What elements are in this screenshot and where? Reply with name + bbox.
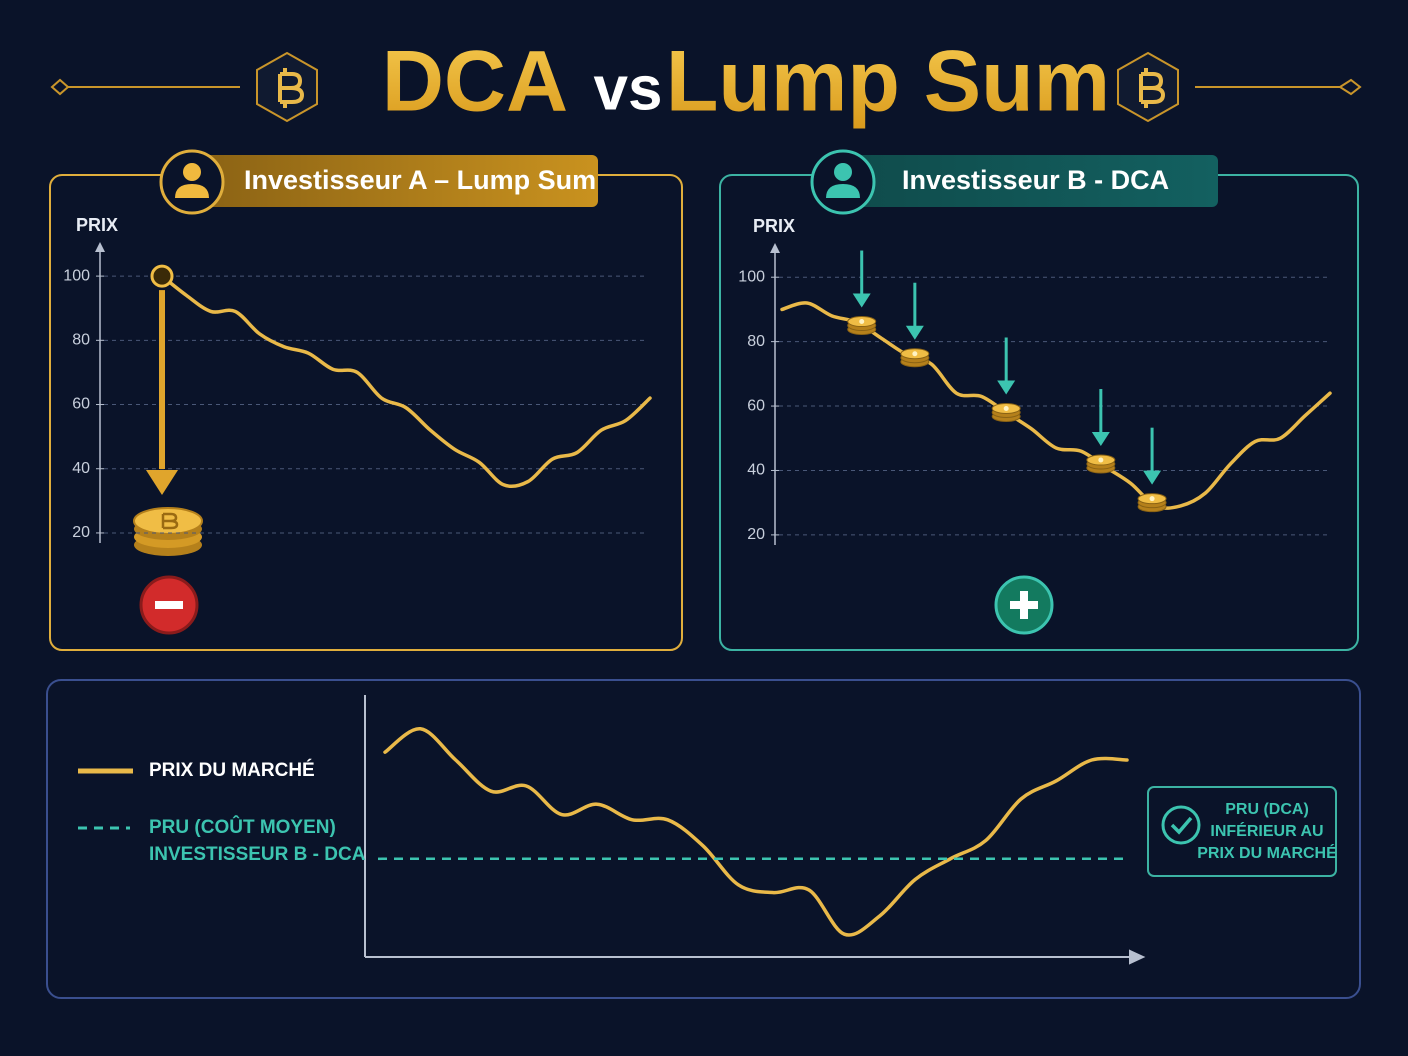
header-decor	[50, 51, 1362, 123]
panel-bottom	[46, 679, 1361, 999]
coin	[900, 348, 930, 368]
buy-arrow-head	[997, 380, 1016, 395]
callout-box	[1147, 786, 1337, 877]
buy-arrow	[159, 290, 165, 469]
badge-a	[195, 155, 598, 207]
legend-label: PRIX DU MARCHÉ	[149, 759, 315, 781]
y-tick-label: 60	[72, 396, 90, 413]
coin-symbol	[912, 351, 918, 357]
buy-arrow-head	[905, 325, 924, 340]
y-tick-label: 100	[738, 268, 765, 285]
buy-marker	[150, 264, 174, 288]
legend-label: PRU (COÛT MOYEN)	[149, 816, 336, 838]
badge-b	[840, 155, 1218, 207]
coin	[1086, 454, 1116, 474]
y-tick-label: 20	[747, 526, 765, 543]
y-axis-arrow	[770, 243, 780, 253]
coin-symbol	[1003, 405, 1009, 411]
plus-icon	[994, 575, 1054, 635]
y-tick-label: 100	[63, 267, 90, 284]
y-tick-label: 80	[747, 333, 765, 350]
check-icon	[1161, 805, 1201, 845]
panel-b-title: Investisseur B - DCA	[902, 165, 1169, 195]
buy-arrow-head	[146, 470, 178, 495]
y-tick-label: 80	[72, 332, 90, 349]
coin-stack	[133, 507, 203, 556]
callout-text: PRU (DCA)	[1225, 801, 1309, 818]
coin-symbol	[1098, 457, 1104, 463]
buy-arrow-head	[1143, 470, 1162, 485]
legend-label: INVESTISSEUR B - DCA	[149, 844, 366, 865]
y-axis-label: PRIX	[753, 216, 795, 236]
panel-a-title: Investisseur A – Lump Sum	[244, 165, 596, 195]
coin-symbol	[859, 319, 865, 325]
coin-symbol	[1149, 496, 1155, 502]
callout-text: INFÉRIEUR AU	[1210, 821, 1323, 840]
price-line	[780, 301, 1332, 510]
bottom-axes	[364, 695, 1146, 965]
buy-arrow-head	[1091, 432, 1110, 447]
avatar-b	[810, 149, 876, 215]
buy-arrow-head	[852, 293, 871, 308]
y-axis-label: PRIX	[76, 215, 118, 235]
title-middle: vs	[594, 54, 663, 123]
coin	[1137, 493, 1167, 513]
minus-icon	[139, 575, 199, 635]
avatar-a	[159, 149, 225, 215]
title-right: Lump Sum	[666, 34, 1110, 130]
market-line	[383, 727, 1129, 937]
coin	[991, 402, 1021, 422]
y-axis-arrow	[95, 242, 105, 252]
callout-text: PRIX DU MARCHÉ	[1197, 843, 1337, 862]
y-tick-label: 60	[747, 397, 765, 414]
avatar-icon-b	[826, 163, 860, 198]
y-tick-label: 40	[747, 462, 765, 479]
y-tick-label: 40	[72, 460, 90, 477]
coin	[847, 316, 877, 336]
title-left: DCA	[382, 34, 568, 130]
avatar-icon-a	[175, 163, 209, 198]
y-tick-label: 20	[72, 524, 90, 541]
price-line	[160, 274, 652, 489]
